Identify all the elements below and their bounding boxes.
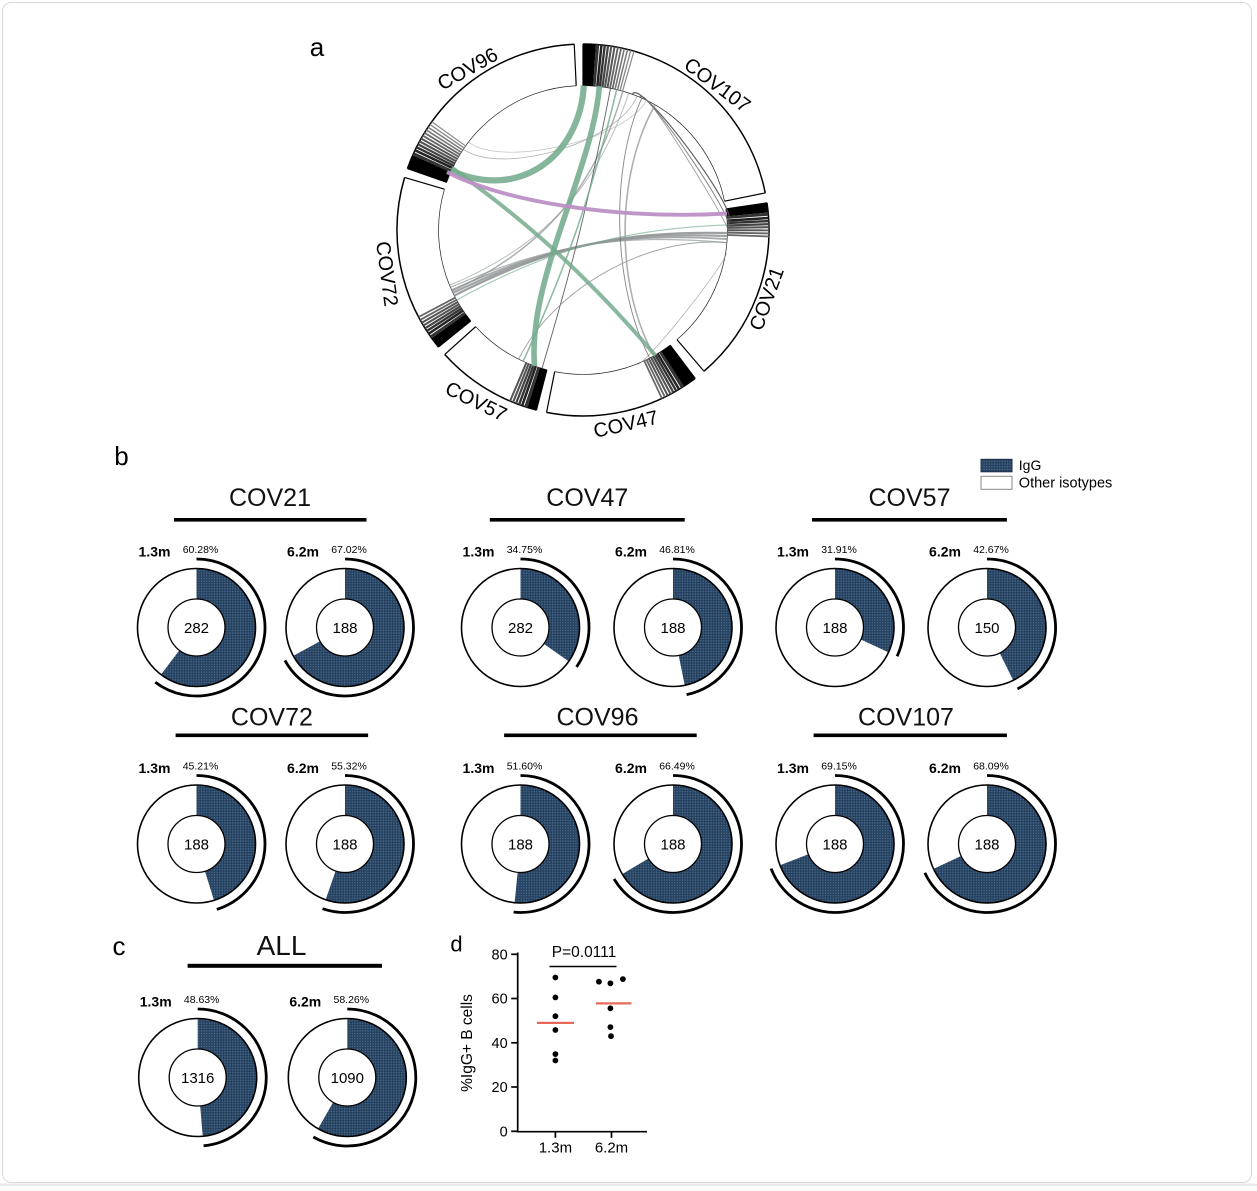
- svg-text:282: 282: [184, 620, 209, 637]
- svg-text:Other isotypes: Other isotypes: [1019, 476, 1113, 492]
- svg-text:1.3m: 1.3m: [463, 544, 495, 560]
- svg-text:COV96: COV96: [557, 704, 639, 732]
- svg-text:67.02%: 67.02%: [331, 544, 367, 556]
- svg-text:6.2m: 6.2m: [615, 544, 647, 560]
- svg-text:46.81%: 46.81%: [659, 544, 695, 556]
- svg-text:188: 188: [332, 837, 357, 854]
- svg-text:6.2m: 6.2m: [929, 544, 961, 560]
- svg-text:31.91%: 31.91%: [821, 544, 857, 556]
- svg-text:60.28%: 60.28%: [183, 544, 219, 556]
- svg-text:188: 188: [332, 620, 357, 637]
- svg-text:1316: 1316: [181, 1070, 214, 1087]
- svg-text:6.2m: 6.2m: [929, 760, 961, 776]
- svg-text:1.3m: 1.3m: [777, 760, 809, 776]
- svg-text:1.3m: 1.3m: [140, 994, 172, 1010]
- svg-text:6.2m: 6.2m: [595, 1140, 628, 1157]
- svg-text:6.2m: 6.2m: [615, 760, 647, 776]
- svg-text:0: 0: [500, 1124, 508, 1140]
- svg-text:%IgG+ B cells: %IgG+ B cells: [459, 994, 476, 1092]
- svg-text:55.32%: 55.32%: [331, 761, 367, 773]
- svg-text:6.2m: 6.2m: [287, 544, 319, 560]
- svg-text:188: 188: [822, 620, 847, 637]
- svg-text:68.09%: 68.09%: [973, 761, 1009, 773]
- svg-text:69.15%: 69.15%: [821, 761, 857, 773]
- svg-text:58.26%: 58.26%: [333, 994, 369, 1006]
- svg-text:6.2m: 6.2m: [287, 760, 319, 776]
- svg-text:COV107: COV107: [858, 704, 954, 732]
- svg-text:20: 20: [492, 1080, 508, 1096]
- svg-text:80: 80: [492, 947, 508, 963]
- svg-text:1.3m: 1.3m: [139, 760, 171, 776]
- svg-text:1.3m: 1.3m: [139, 544, 171, 560]
- svg-text:45.21%: 45.21%: [183, 761, 219, 773]
- svg-text:1.3m: 1.3m: [539, 1140, 572, 1157]
- svg-text:40: 40: [492, 1036, 508, 1052]
- svg-text:34.75%: 34.75%: [507, 544, 543, 556]
- svg-text:COV47: COV47: [546, 484, 628, 512]
- svg-text:60: 60: [492, 992, 508, 1008]
- svg-text:1090: 1090: [331, 1070, 364, 1087]
- svg-text:66.49%: 66.49%: [659, 761, 695, 773]
- svg-text:188: 188: [660, 620, 685, 637]
- svg-text:a: a: [310, 32, 325, 62]
- svg-text:282: 282: [508, 620, 533, 637]
- svg-text:188: 188: [660, 837, 685, 854]
- svg-text:42.67%: 42.67%: [973, 544, 1009, 556]
- svg-text:IgG: IgG: [1019, 457, 1042, 473]
- svg-text:150: 150: [974, 620, 999, 637]
- svg-text:188: 188: [508, 837, 533, 854]
- svg-text:188: 188: [974, 837, 999, 854]
- svg-text:51.60%: 51.60%: [507, 761, 543, 773]
- svg-text:b: b: [114, 441, 128, 471]
- svg-text:COV57: COV57: [869, 484, 951, 512]
- svg-text:1.3m: 1.3m: [463, 760, 495, 776]
- svg-text:c: c: [113, 931, 126, 961]
- svg-text:d: d: [450, 932, 462, 957]
- svg-text:6.2m: 6.2m: [289, 994, 321, 1010]
- svg-text:ALL: ALL: [257, 930, 307, 961]
- svg-text:P=0.0111: P=0.0111: [552, 944, 617, 961]
- svg-text:COV72: COV72: [231, 704, 313, 732]
- svg-text:1.3m: 1.3m: [777, 544, 809, 560]
- svg-text:COV21: COV21: [229, 484, 311, 512]
- svg-text:188: 188: [184, 837, 209, 854]
- svg-text:188: 188: [822, 837, 847, 854]
- svg-text:48.63%: 48.63%: [184, 994, 220, 1006]
